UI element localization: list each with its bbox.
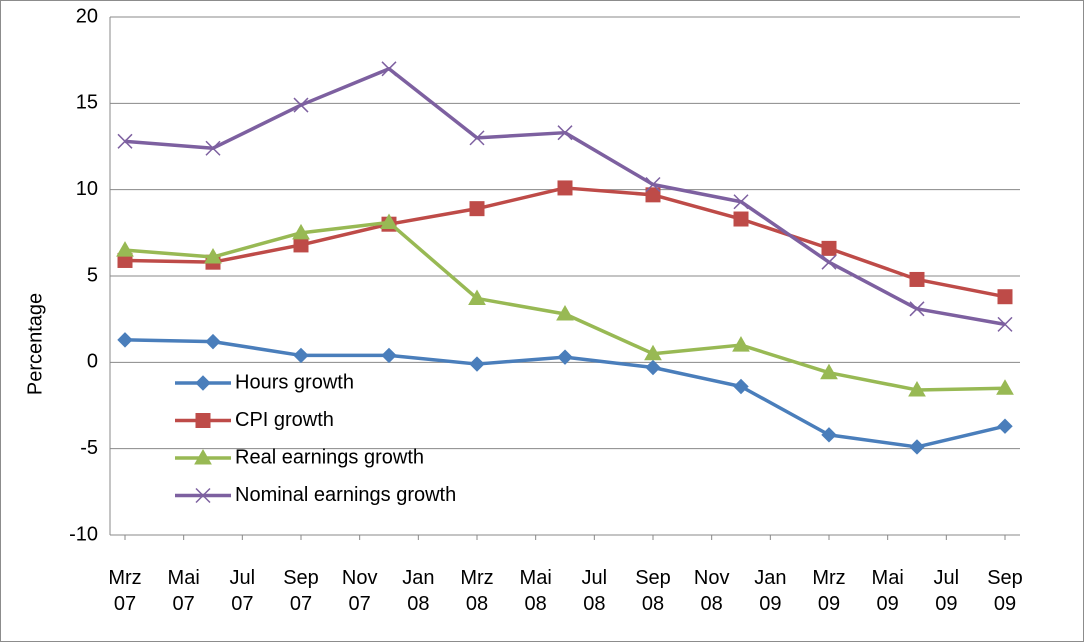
- marker: [821, 427, 837, 443]
- y-tick-label: -10: [69, 523, 98, 545]
- x-tick-label: Mrz 09: [812, 567, 845, 615]
- x-tick-label: Mai 07: [168, 567, 200, 615]
- x-tick-label: Jan 08: [402, 567, 434, 615]
- marker: [557, 125, 573, 141]
- marker: [117, 133, 133, 149]
- x-tick-label: Sep 08: [635, 567, 671, 615]
- y-tick-label: 5: [87, 264, 98, 286]
- marker: [645, 359, 661, 376]
- marker: [381, 347, 397, 364]
- marker: [116, 241, 134, 257]
- marker: [820, 363, 838, 380]
- x-tick-label: Jan 09: [754, 567, 786, 615]
- legend-label: Real earnings growth: [235, 446, 424, 468]
- legend-label: Hours growth: [235, 371, 354, 393]
- x-tick-label: Mai 08: [520, 567, 552, 615]
- marker: [644, 344, 662, 361]
- marker: [996, 379, 1014, 395]
- x-tick-label: Jul 07: [230, 567, 256, 615]
- marker: [381, 61, 397, 77]
- marker: [909, 301, 925, 317]
- y-tick-label: 15: [76, 92, 98, 114]
- marker: [557, 349, 573, 365]
- marker: [556, 304, 574, 321]
- marker: [205, 140, 221, 156]
- marker: [645, 187, 661, 203]
- y-tick-label: 20: [76, 5, 98, 27]
- marker: [293, 237, 309, 253]
- marker: [733, 378, 749, 395]
- marker: [293, 97, 309, 113]
- x-tick-label: Jul 08: [582, 567, 608, 615]
- marker: [733, 211, 749, 227]
- legend-marker: [195, 375, 211, 391]
- x-tick-label: Jul 09: [934, 567, 960, 615]
- marker: [732, 336, 750, 352]
- marker: [733, 194, 749, 210]
- y-axis-label: Percentage: [24, 293, 46, 395]
- marker: [997, 316, 1013, 332]
- y-tick-label: -5: [80, 437, 98, 459]
- marker: [557, 180, 573, 196]
- marker: [909, 439, 925, 455]
- marker: [469, 356, 485, 372]
- marker: [908, 380, 926, 397]
- legend-label: Nominal earnings growth: [235, 484, 456, 506]
- marker: [205, 333, 221, 350]
- marker: [645, 176, 661, 193]
- marker: [293, 347, 309, 364]
- marker: [380, 213, 398, 229]
- marker: [469, 130, 485, 146]
- y-tick-label: 10: [76, 178, 98, 200]
- x-tick-label: Mrz 08: [460, 567, 493, 615]
- legend-marker: [195, 487, 211, 504]
- x-tick-label: Sep 07: [283, 567, 319, 615]
- marker: [997, 418, 1013, 434]
- x-tick-label: Nov 08: [694, 567, 730, 615]
- x-tick-label: Mrz 07: [108, 567, 141, 615]
- legend-label: CPI growth: [235, 409, 334, 431]
- legend-marker: [195, 413, 211, 428]
- x-tick-label: Nov 07: [342, 567, 378, 615]
- marker: [997, 289, 1013, 305]
- legend-marker: [194, 448, 212, 465]
- marker: [204, 247, 222, 264]
- marker: [292, 223, 310, 240]
- x-tick-label: Sep 09: [987, 567, 1023, 615]
- marker: [469, 201, 485, 217]
- marker: [468, 289, 486, 305]
- y-tick-label: 0: [87, 351, 98, 373]
- marker: [117, 332, 133, 348]
- marker: [909, 271, 925, 287]
- marker: [821, 254, 837, 270]
- x-tick-label: Mai 09: [872, 567, 904, 615]
- marker: [821, 240, 837, 256]
